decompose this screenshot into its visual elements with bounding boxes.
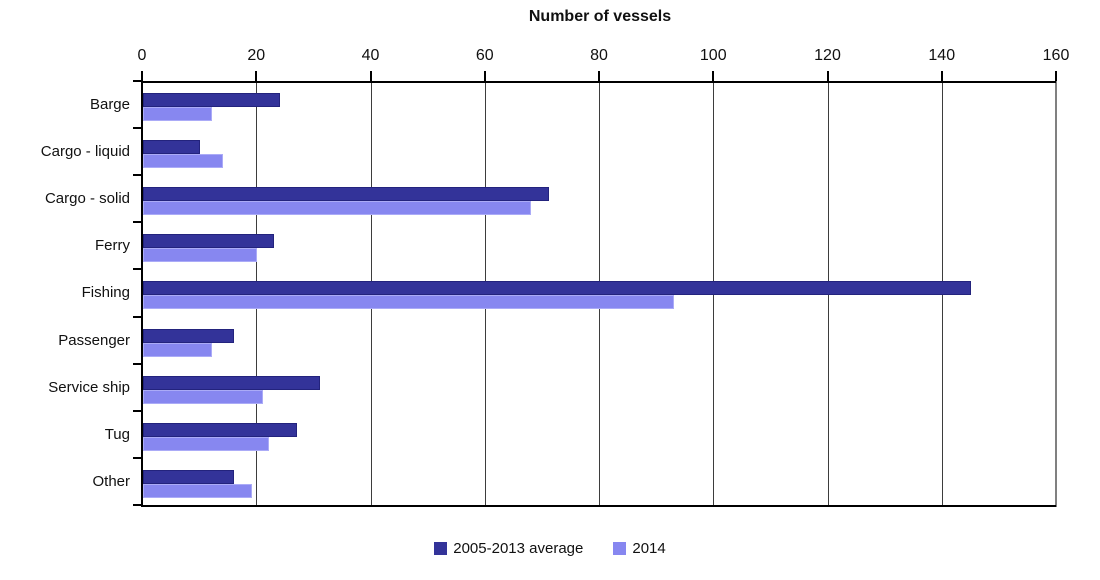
bar-dark <box>143 469 234 484</box>
bar-dark <box>143 422 297 437</box>
x-axis-tick-mark <box>1055 71 1057 81</box>
y-axis-tick-mark <box>133 80 141 82</box>
x-axis-tick-label: 60 <box>475 47 494 64</box>
bar-dark <box>143 234 274 249</box>
x-axis-tick-mark <box>826 71 829 81</box>
bar-dark <box>143 281 971 296</box>
x-axis-tick-mark <box>369 71 372 81</box>
category-label: Service ship <box>48 378 130 396</box>
bar-light <box>143 342 212 357</box>
x-axis-tick-label: 160 <box>1042 47 1070 64</box>
bar-light <box>143 389 263 404</box>
x-axis-tick-mark <box>598 71 600 81</box>
x-axis-tick-mark <box>940 71 943 81</box>
x-axis-line-bottom <box>141 505 1056 507</box>
chart-title: Number of vessels <box>528 8 672 25</box>
bar-light <box>143 436 269 451</box>
legend-item: 2014 <box>613 540 666 557</box>
x-axis-tick-label: 0 <box>137 47 147 64</box>
legend-color-swatch-icon <box>434 542 448 555</box>
x-axis-tick-mark <box>483 71 486 81</box>
category-label: Tug <box>104 425 130 443</box>
bar-light <box>143 201 531 216</box>
y-axis-line <box>141 81 143 507</box>
y-axis-tick-mark <box>133 315 141 318</box>
x-axis-tick-label: 120 <box>814 47 841 64</box>
x-axis-tick-label: 80 <box>590 47 608 64</box>
legend-label: 2005-2013 average <box>453 540 584 557</box>
y-axis-tick-mark <box>133 221 141 224</box>
x-axis-tick-label: 20 <box>247 47 266 64</box>
plot-right-border <box>1055 81 1057 507</box>
category-label: Fishing <box>81 284 130 302</box>
x-axis-line-top <box>141 81 1056 83</box>
bar-dark <box>143 93 280 107</box>
category-label: Cargo - liquid <box>40 143 130 161</box>
y-axis-tick-mark <box>133 268 141 271</box>
bar-dark <box>143 187 549 202</box>
y-axis-tick-mark <box>133 174 141 177</box>
x-axis-tick-mark <box>141 71 143 81</box>
y-axis-tick-mark <box>133 409 141 412</box>
bar-light <box>143 154 223 169</box>
bar-light <box>143 295 674 310</box>
bar-dark <box>143 375 320 390</box>
bar-light <box>143 107 212 121</box>
y-axis-tick-mark <box>133 504 141 506</box>
bar-light <box>143 248 257 263</box>
x-axis-tick-mark <box>712 71 715 81</box>
x-axis-tick-mark <box>255 71 258 81</box>
y-axis-tick-mark <box>133 362 141 365</box>
y-axis-tick-mark <box>133 456 141 459</box>
legend: 2005-2013 average 2014 <box>0 540 1100 557</box>
y-axis-tick-mark <box>133 127 141 130</box>
category-label: Cargo - solid <box>44 190 130 208</box>
category-label: Passenger <box>58 331 130 349</box>
bar-dark <box>143 140 200 155</box>
x-axis-tick-label: 100 <box>699 47 727 64</box>
category-label: Ferry <box>95 237 130 255</box>
x-axis-tick-label: 140 <box>928 47 956 64</box>
legend-label: 2014 <box>632 540 666 557</box>
legend-item: 2005-2013 average <box>434 540 583 557</box>
category-label: Barge <box>89 96 130 113</box>
bar-light <box>143 483 252 498</box>
x-axis-tick-label: 40 <box>361 47 380 64</box>
legend-color-swatch-icon <box>613 542 627 555</box>
bar-dark <box>143 328 234 343</box>
category-label: Other <box>92 472 130 490</box>
